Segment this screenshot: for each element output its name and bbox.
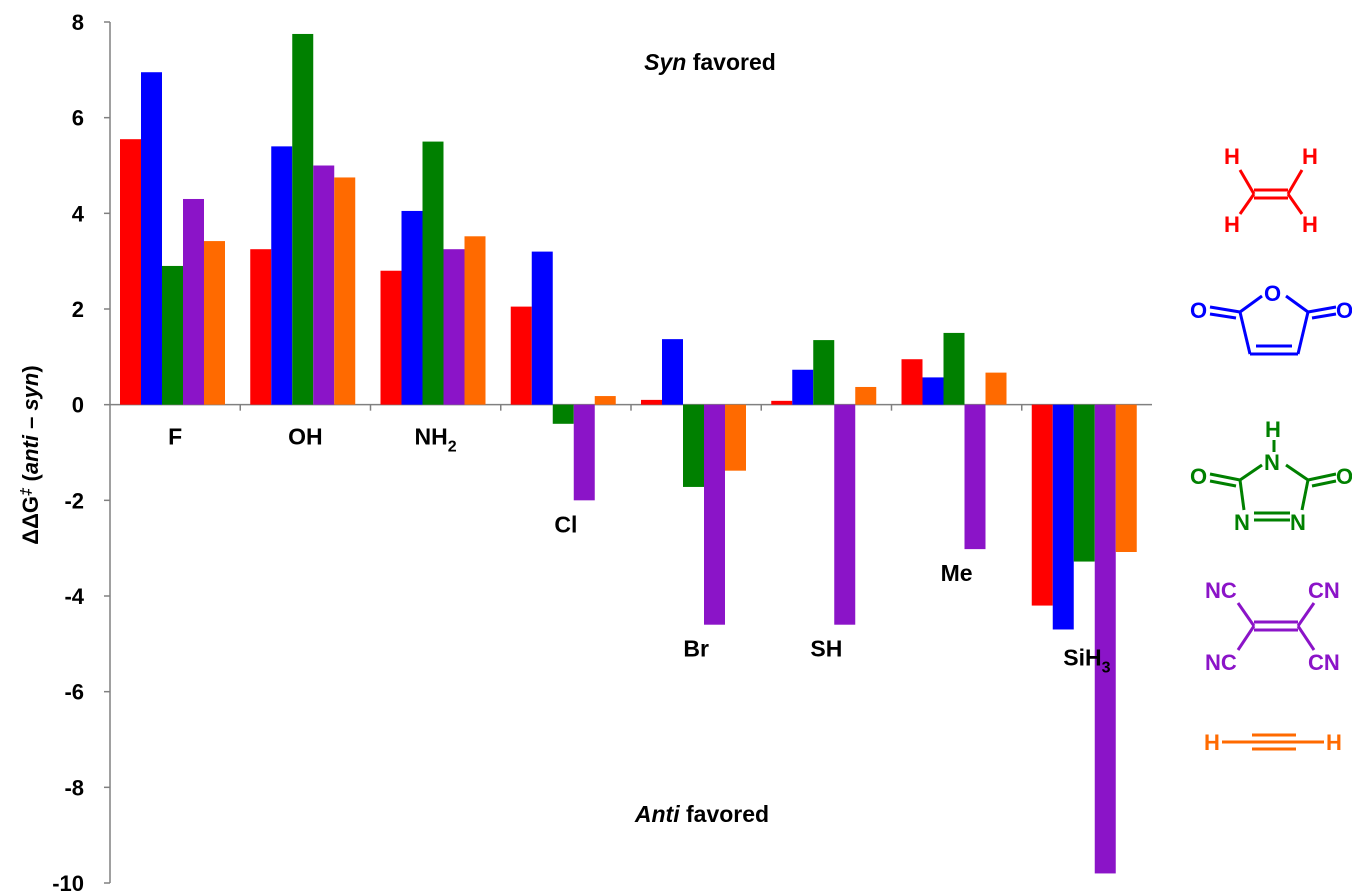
bar xyxy=(855,386,877,405)
x-tick-label: F xyxy=(168,424,182,450)
x-tick-label: SiH3 xyxy=(1063,644,1110,676)
bar xyxy=(250,249,272,405)
y-tick-label: 2 xyxy=(72,297,84,322)
bar xyxy=(1073,404,1095,562)
svg-text:NC: NC xyxy=(1205,578,1237,603)
bar xyxy=(725,404,746,471)
bar xyxy=(813,340,835,405)
bars xyxy=(120,33,1137,874)
legend-tetracyanoethylene-structure: NC CN NC CN xyxy=(1205,578,1340,675)
x-tick-label: Cl xyxy=(554,511,577,537)
y-tick-label: -4 xyxy=(64,584,84,609)
y-tick-label: -2 xyxy=(64,488,84,513)
svg-text:H: H xyxy=(1204,730,1220,755)
svg-text:NC: NC xyxy=(1205,650,1237,675)
category-labels: F OH NH2 Cl Br SH Me SiH3 xyxy=(168,424,1111,677)
svg-text:CN: CN xyxy=(1308,650,1340,675)
svg-text:O: O xyxy=(1190,464,1207,489)
bar xyxy=(683,404,704,487)
bar xyxy=(1031,404,1053,606)
x-tick-label: OH xyxy=(288,424,323,450)
svg-text:N: N xyxy=(1290,510,1306,535)
bar xyxy=(771,400,793,405)
y-tick-label: 6 xyxy=(72,106,84,131)
bar xyxy=(380,270,402,405)
bar xyxy=(943,332,965,405)
x-tick-label: SH xyxy=(810,636,842,662)
bar xyxy=(922,377,944,405)
svg-text:N: N xyxy=(1234,510,1250,535)
svg-text:O: O xyxy=(1336,464,1352,489)
y-axis-label: ΔΔG‡ (anti – syn) xyxy=(18,365,43,544)
bar xyxy=(901,359,923,405)
x-tick-label: NH2 xyxy=(415,424,457,456)
bar xyxy=(1052,404,1074,630)
bar xyxy=(594,396,616,405)
svg-text:O: O xyxy=(1336,298,1352,323)
y-tick-label: 0 xyxy=(72,393,84,418)
bar xyxy=(162,265,183,405)
bar xyxy=(334,177,356,405)
bar xyxy=(964,404,986,550)
svg-text:H: H xyxy=(1302,144,1318,169)
y-tick-label: -8 xyxy=(64,775,84,800)
bar xyxy=(313,165,335,405)
svg-text:CN: CN xyxy=(1308,578,1340,603)
legend-maleic-anhydride-structure: O O O xyxy=(1190,281,1352,356)
legend-triazolinedione-structure: H N O O N N xyxy=(1190,417,1352,535)
bar xyxy=(204,241,225,405)
bar xyxy=(1115,404,1137,552)
legend-acetylene-structure: H H xyxy=(1204,730,1342,755)
bar xyxy=(401,210,423,405)
svg-text:H: H xyxy=(1224,212,1240,237)
y-tick-label: 4 xyxy=(72,201,85,226)
bar xyxy=(443,249,465,405)
bar xyxy=(183,198,204,405)
bar xyxy=(292,33,314,405)
bar xyxy=(641,399,662,405)
svg-text:O: O xyxy=(1264,281,1281,306)
bar xyxy=(834,404,856,625)
legend-ethylene-structure: H H H H xyxy=(1224,144,1318,237)
y-tick-label: -6 xyxy=(64,680,84,705)
bar xyxy=(985,372,1007,405)
bar xyxy=(552,404,574,424)
x-tick-label: Me xyxy=(941,560,973,586)
bar xyxy=(141,72,162,405)
bar xyxy=(271,146,293,405)
y-tick-label: 8 xyxy=(72,10,84,35)
y-tick-label: -10 xyxy=(52,871,84,896)
svg-text:H: H xyxy=(1265,417,1281,442)
bar xyxy=(662,339,683,405)
bar xyxy=(531,251,553,405)
bar xyxy=(510,306,532,405)
anti-favored-annotation: Anti favored xyxy=(634,801,769,827)
syn-favored-annotation: Syn favored xyxy=(644,49,776,75)
bar xyxy=(120,139,141,405)
bar xyxy=(422,141,444,405)
x-tick-label: Br xyxy=(683,636,709,662)
svg-text:H: H xyxy=(1326,730,1342,755)
bar xyxy=(792,369,814,405)
bar xyxy=(1094,404,1116,874)
bar xyxy=(464,236,486,405)
svg-text:H: H xyxy=(1302,212,1318,237)
svg-text:H: H xyxy=(1224,144,1240,169)
svg-text:O: O xyxy=(1190,298,1207,323)
svg-text:N: N xyxy=(1264,450,1280,475)
bar xyxy=(704,404,725,625)
legend: H H H H O O O H xyxy=(1190,144,1352,755)
bar xyxy=(573,404,595,501)
axes: 8 6 4 2 0 -2 -4 -6 -8 -10 xyxy=(52,10,1152,896)
